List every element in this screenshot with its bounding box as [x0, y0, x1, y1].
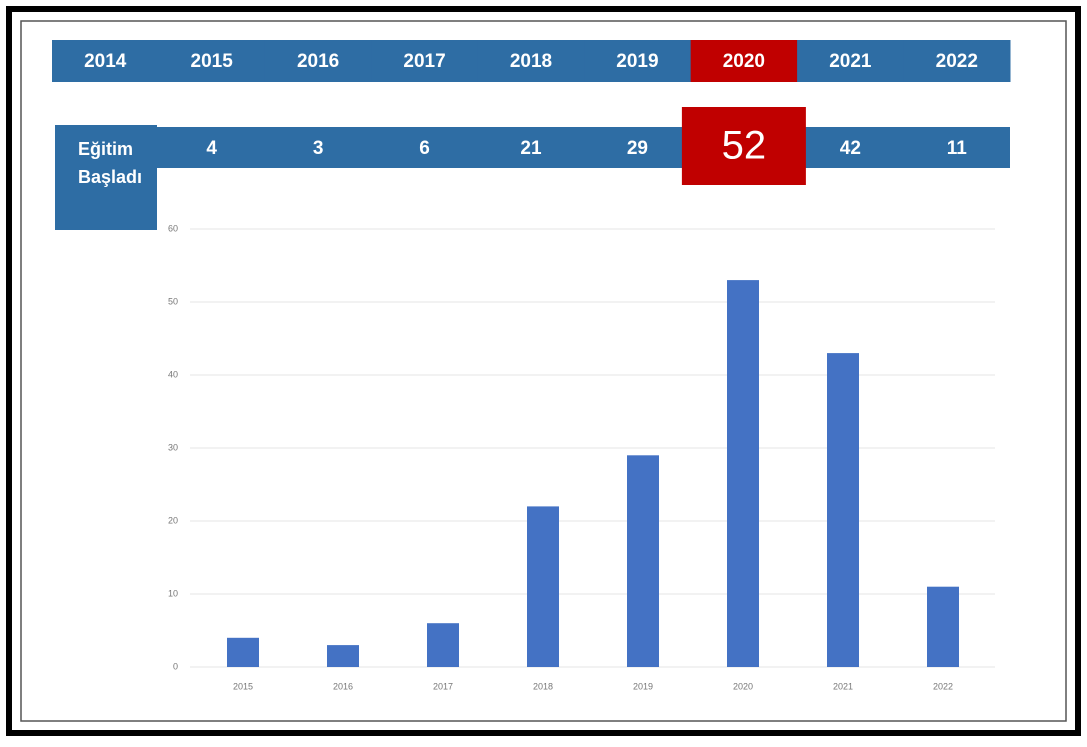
y-tick-label: 0: [173, 661, 178, 671]
row-label-box: [55, 125, 157, 230]
bar: [727, 280, 759, 667]
x-tick-label: 2019: [633, 681, 653, 691]
y-tick-label: 20: [168, 515, 178, 525]
year-cell: [264, 40, 372, 82]
row-label: Eğitim Başladı: [78, 139, 142, 187]
x-tick-label: 2018: [533, 681, 553, 691]
year-cell: [158, 40, 266, 82]
year-label: 2014: [84, 51, 127, 72]
y-tick-label: 40: [168, 369, 178, 379]
value-cell-highlight: [681, 107, 806, 185]
year-label: 2019: [616, 51, 658, 72]
year-label: 2017: [403, 51, 445, 72]
row-value: 52: [722, 124, 767, 168]
row-value: 42: [840, 138, 861, 159]
x-tick-label: 2015: [233, 681, 253, 691]
bar: [427, 623, 459, 667]
year-cell: [371, 40, 479, 82]
bar: [227, 637, 259, 667]
bar: [627, 455, 659, 667]
bar: [327, 645, 359, 667]
bar: [827, 353, 859, 667]
bar: [527, 506, 559, 667]
row-label-line: Başladı: [78, 167, 142, 187]
y-tick-label: 50: [168, 296, 178, 306]
year-label: 2021: [829, 51, 872, 72]
x-tick-label: 2017: [433, 681, 453, 691]
row-value: 29: [627, 138, 648, 159]
row-value: 4: [206, 138, 217, 159]
year-cell: [52, 40, 159, 82]
row-value: 6: [419, 138, 430, 159]
y-tick-label: 60: [168, 223, 178, 233]
year-label: 2020: [723, 51, 765, 72]
row-label-line: Eğitim: [78, 139, 133, 159]
y-tick-label: 30: [168, 442, 178, 452]
year-cell: [903, 40, 1011, 82]
value-row: [157, 127, 1010, 168]
year-label: 2022: [936, 51, 978, 72]
year-cell: [690, 40, 798, 82]
year-label: 2015: [191, 51, 234, 72]
x-tick-label: 2016: [333, 681, 353, 691]
x-tick-label: 2022: [933, 681, 953, 691]
year-cell: [584, 40, 692, 82]
year-cell: [477, 40, 585, 82]
x-tick-label: 2021: [833, 681, 853, 691]
y-tick-label: 10: [168, 588, 178, 598]
year-cell: [797, 40, 905, 82]
bar: [927, 586, 959, 667]
year-label: 2016: [297, 51, 339, 72]
row-value: 3: [313, 138, 324, 159]
row-value: 11: [947, 138, 968, 159]
row-value: 21: [520, 138, 542, 159]
year-label: 2018: [510, 51, 552, 72]
x-tick-label: 2020: [733, 681, 753, 691]
